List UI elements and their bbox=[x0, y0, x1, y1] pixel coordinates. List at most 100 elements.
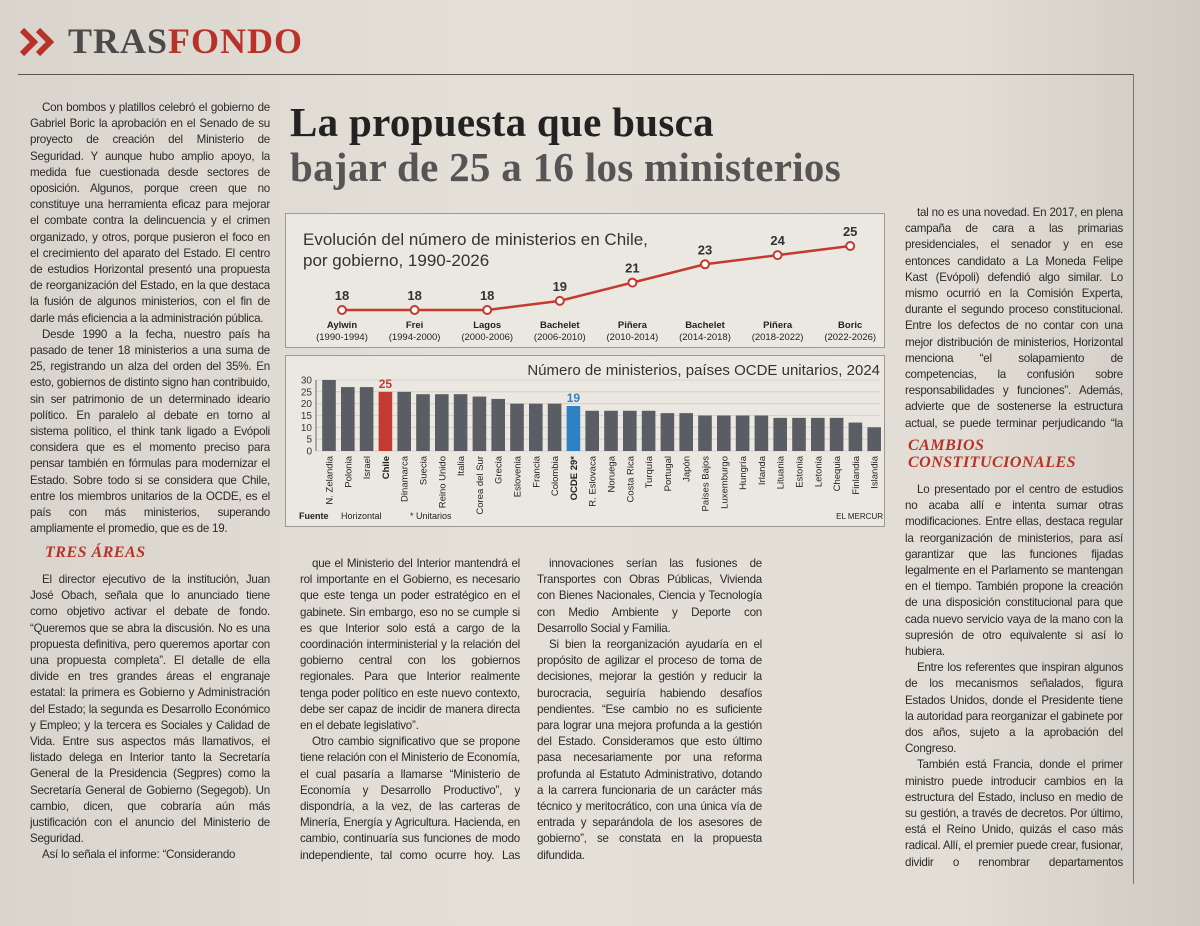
paragraph: Lo presentado por el centro de estudios … bbox=[905, 483, 1123, 659]
data-point bbox=[337, 305, 347, 315]
y-tick-label: 5 bbox=[306, 435, 312, 446]
x-tick-label: (2022-2026) bbox=[824, 332, 876, 343]
x-tick-label: Boric bbox=[838, 320, 862, 331]
data-label: 25 bbox=[379, 377, 393, 391]
y-tick-label: 20 bbox=[301, 399, 313, 410]
bar bbox=[378, 391, 393, 451]
bar bbox=[848, 422, 863, 451]
section-icon bbox=[19, 27, 55, 57]
paragraph: Lo cierto es que lo publicado por Horizo… bbox=[537, 864, 762, 866]
x-tick-label: R. Eslovaca bbox=[588, 455, 599, 506]
x-tick-label: Lituania bbox=[776, 455, 787, 489]
note: * Unitarios bbox=[410, 511, 452, 521]
bar bbox=[435, 394, 449, 451]
x-tick-label: Suecia bbox=[419, 455, 430, 485]
data-point bbox=[772, 250, 783, 261]
rule bbox=[18, 74, 1133, 75]
data-point bbox=[554, 295, 565, 306]
headline: La propuesta que busca bbox=[290, 99, 714, 145]
x-tick-label: Bachelet bbox=[685, 320, 725, 331]
x-tick-label: Hungría bbox=[738, 455, 749, 490]
column: El director ejecutivo de la institución,… bbox=[30, 572, 270, 867]
bar bbox=[867, 427, 881, 451]
bar bbox=[811, 417, 825, 451]
bar bbox=[717, 415, 731, 451]
source-label: Fuente bbox=[299, 511, 329, 521]
section-title-dark: TRAS bbox=[68, 21, 169, 61]
bar bbox=[322, 380, 336, 451]
paragraph: Si bien la reorganización ayudaría en el… bbox=[537, 638, 762, 862]
x-tick-label: Piñera bbox=[618, 320, 648, 331]
data-label: 18 bbox=[480, 288, 494, 303]
bar bbox=[754, 415, 769, 451]
paragraph: que el Ministerio del Interior mantendrá… bbox=[300, 557, 520, 733]
x-tick-label: Israel bbox=[362, 456, 373, 479]
bar bbox=[416, 394, 430, 451]
data-label: 19 bbox=[567, 391, 581, 405]
data-label: 18 bbox=[335, 288, 349, 303]
x-tick-label: Polonia bbox=[343, 455, 354, 487]
x-tick-label: (2018-2022) bbox=[752, 332, 804, 343]
x-tick-label: Colombia bbox=[550, 455, 561, 496]
x-tick-label: Reino Unido bbox=[437, 456, 448, 508]
data-point bbox=[409, 305, 420, 315]
credit: EL MERCUR bbox=[836, 512, 883, 521]
x-tick-label: N. Zelandia bbox=[325, 455, 336, 504]
chart-title: Número de ministerios, países OCDE unita… bbox=[527, 362, 880, 379]
data-label: 19 bbox=[553, 279, 567, 294]
y-tick-label: 30 bbox=[301, 376, 313, 387]
x-tick-label: Países Bajos bbox=[701, 456, 712, 512]
x-tick-label: Noruega bbox=[607, 455, 618, 492]
x-tick-label: Irlanda bbox=[757, 455, 768, 485]
bar bbox=[341, 387, 355, 451]
x-tick-label: Chile bbox=[381, 456, 392, 479]
data-point bbox=[482, 305, 493, 315]
paragraph: Entre los referentes que inspiran alguno… bbox=[905, 661, 1123, 756]
y-tick-label: 15 bbox=[301, 411, 313, 422]
headline: bajar de 25 a 16 los ministerios bbox=[290, 144, 841, 190]
paragraph: El director ejecutivo de la institución,… bbox=[30, 573, 270, 846]
x-tick-label: Aylwin bbox=[327, 320, 357, 331]
x-tick-label: Luxemburgo bbox=[719, 456, 730, 509]
column: que el Ministerio del Interior mantendrá… bbox=[300, 556, 520, 866]
x-tick-label: Piñera bbox=[763, 320, 793, 331]
subhead: TRES ÁREAS bbox=[45, 544, 146, 561]
bar bbox=[660, 413, 675, 451]
bar bbox=[510, 403, 524, 451]
chart-title: por gobierno, 1990-2026 bbox=[303, 251, 489, 270]
x-tick-label: Grecia bbox=[494, 455, 505, 484]
x-tick-label: (2010-2014) bbox=[607, 332, 659, 343]
paragraph: También está Francia, donde el primer mi… bbox=[905, 758, 1123, 867]
section-title-red: FONDO bbox=[168, 21, 304, 61]
bar bbox=[397, 391, 411, 451]
column: tal no es una novedad. En 2017, en plena… bbox=[905, 205, 1123, 430]
column: innovaciones serían las fusiones de Tran… bbox=[537, 556, 762, 866]
x-tick-label: OCDE 29* bbox=[569, 456, 580, 501]
bar bbox=[604, 410, 618, 451]
bar bbox=[547, 403, 562, 451]
source: Horizontal bbox=[341, 511, 382, 521]
data-label: 23 bbox=[698, 242, 712, 257]
column: Con bombos y platillos celebró el gobier… bbox=[30, 100, 270, 540]
bar bbox=[566, 406, 581, 451]
y-tick-label: 0 bbox=[306, 447, 312, 458]
x-tick-label: Turquía bbox=[644, 455, 655, 488]
section-title: TRASFONDO bbox=[68, 20, 303, 62]
x-tick-label: (2014-2018) bbox=[679, 332, 731, 343]
x-tick-label: Eslovenia bbox=[513, 455, 524, 497]
paragraph: Desde 1990 a la fecha, nuestro país ha p… bbox=[30, 327, 270, 536]
x-tick-label: Francia bbox=[531, 455, 542, 487]
bar bbox=[641, 410, 656, 451]
x-tick-label: Bachelet bbox=[540, 320, 580, 331]
bar bbox=[829, 417, 844, 451]
data-line bbox=[342, 244, 851, 312]
x-tick-label: Japón bbox=[682, 456, 693, 482]
data-point bbox=[700, 259, 710, 270]
x-tick-label: Finlandia bbox=[851, 455, 862, 494]
y-tick-label: 25 bbox=[301, 387, 313, 398]
paragraph: Así lo señala el informe: “Considerando bbox=[42, 848, 236, 862]
x-tick-label: Italia bbox=[456, 455, 467, 476]
x-tick-label: Dinamarca bbox=[400, 455, 411, 502]
x-tick-label: (1990-1994) bbox=[316, 332, 368, 343]
